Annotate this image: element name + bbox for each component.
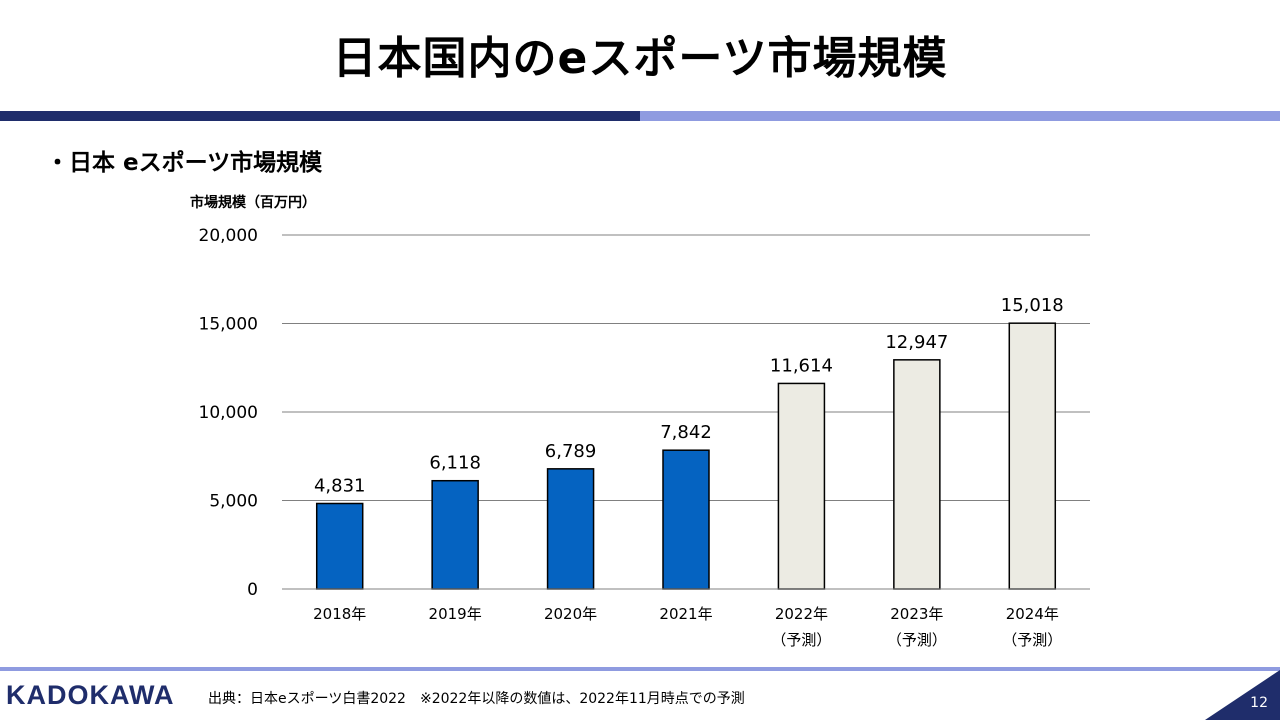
x-tick-note: （予測） (771, 631, 831, 649)
y-axis-label: 市場規模（百万円） (190, 194, 316, 211)
y-tick-label: 20,000 (199, 226, 258, 246)
bar-forecast (893, 359, 941, 590)
kadokawa-logo: KADOKAWA (6, 680, 175, 710)
bar-forecast (777, 382, 826, 590)
data-label: 6,118 (429, 453, 481, 474)
data-label: 15,018 (1001, 295, 1064, 316)
source-note: 出典：日本eスポーツ白書2022 ※2022年以降の数値は、2022年11月時点… (208, 691, 745, 707)
x-tick-label: 2019年 (429, 605, 482, 623)
footer-rule (0, 667, 1280, 671)
page-title: 日本国内のeスポーツ市場規模 (332, 33, 948, 84)
data-label: 4,831 (314, 475, 366, 496)
x-tick-label: 2018年 (313, 605, 366, 623)
bar-actual (546, 468, 595, 590)
data-label: 7,842 (660, 422, 712, 443)
x-tick-note: （予測） (1002, 631, 1062, 649)
corner-decoration (1205, 670, 1280, 720)
bar-actual (315, 502, 364, 590)
data-label: 12,947 (885, 332, 948, 353)
header-rule-light (640, 111, 1280, 121)
x-tick-label: 2023年 (890, 605, 943, 623)
x-tick-note: （予測） (887, 631, 947, 649)
page-number: 12 (1250, 695, 1268, 711)
bar-actual (662, 449, 710, 590)
y-tick-label: 15,000 (199, 315, 258, 335)
bar-actual (431, 479, 479, 590)
bar-forecast (1008, 322, 1057, 590)
header-rule-dark (0, 111, 640, 121)
x-tick-label: 2020年 (544, 605, 597, 623)
x-tick-label: 2024年 (1006, 605, 1059, 623)
x-tick-label: 2021年 (659, 605, 712, 623)
chart-subtitle: ・日本 eスポーツ市場規模 (46, 150, 323, 176)
data-label: 6,789 (545, 441, 597, 462)
y-tick-label: 10,000 (199, 403, 258, 423)
data-label: 11,614 (770, 355, 833, 376)
x-tick-label: 2022年 (775, 605, 828, 623)
y-tick-label: 5,000 (209, 492, 258, 512)
y-tick-label: 0 (247, 580, 258, 600)
